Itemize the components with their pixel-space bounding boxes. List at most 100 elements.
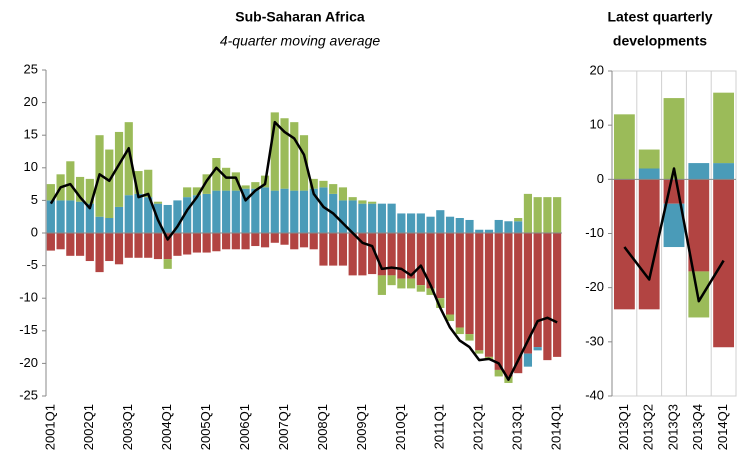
bar-segment xyxy=(368,233,377,275)
bar-segment xyxy=(153,233,163,260)
bar-segment xyxy=(153,201,163,204)
bar-segment xyxy=(124,122,133,196)
bar-segment xyxy=(523,353,533,367)
bar-segment xyxy=(85,178,94,204)
x-tick-label: 2007Q1 xyxy=(276,404,291,450)
bar-segment xyxy=(319,180,328,188)
bar-segment xyxy=(163,233,172,260)
bar-segment xyxy=(484,233,494,357)
y-tick-label: 10 xyxy=(24,159,38,174)
bar-segment xyxy=(407,278,416,289)
bar-segment xyxy=(543,233,552,361)
bar-segment xyxy=(56,233,65,250)
x-tick-label: 2006Q1 xyxy=(237,404,252,450)
x-tick-label: 2013Q1 xyxy=(510,404,525,450)
bar-segment xyxy=(436,233,445,299)
bar-segment xyxy=(202,233,211,253)
x-tick-label: 2003Q1 xyxy=(120,404,135,450)
y-tick-label: -10 xyxy=(19,290,38,305)
y-tick-label: 10 xyxy=(590,117,604,132)
x-tick-label: 2013Q4 xyxy=(690,404,705,450)
bar-segment xyxy=(231,190,240,233)
bar-segment xyxy=(397,278,406,289)
bar-segment xyxy=(134,233,143,258)
bar-segment xyxy=(134,171,143,194)
bar-segment xyxy=(348,197,357,201)
bar-segment xyxy=(445,314,455,322)
bar-segment xyxy=(416,213,425,233)
bar-segment xyxy=(192,187,201,196)
bar-segment xyxy=(270,112,279,191)
bar-segment xyxy=(426,233,435,289)
bar-segment xyxy=(426,288,435,295)
bar-segment xyxy=(192,233,201,253)
bar-segment xyxy=(638,149,660,169)
bar-segment xyxy=(663,98,685,180)
bar-segment xyxy=(475,229,484,233)
bar-segment xyxy=(523,193,533,233)
bar-segment xyxy=(338,187,348,201)
bar-segment xyxy=(348,233,357,276)
bar-segment xyxy=(46,184,55,201)
bar-segment xyxy=(688,163,710,180)
chart-title: developments xyxy=(613,33,707,49)
bar-segment xyxy=(514,218,523,222)
bar-segment xyxy=(105,218,114,233)
bar-segment xyxy=(144,233,153,258)
bar-segment xyxy=(75,201,85,233)
bar-segment xyxy=(95,216,104,233)
bar-segment xyxy=(46,233,55,251)
bar-segment xyxy=(231,233,240,250)
bar-segment xyxy=(222,233,231,250)
x-tick-label: 2001Q1 xyxy=(42,404,57,450)
bar-segment xyxy=(613,114,635,180)
x-tick-label: 2009Q1 xyxy=(354,404,369,450)
bar-segment xyxy=(663,203,685,248)
y-tick-label: -20 xyxy=(19,355,38,370)
y-tick-label: -40 xyxy=(585,387,604,402)
bar-segment xyxy=(105,233,114,262)
bar-segment xyxy=(212,158,221,191)
bar-segment xyxy=(407,213,416,233)
bar-segment xyxy=(445,233,455,315)
bar-segment xyxy=(533,233,542,348)
bar-segment xyxy=(124,195,133,233)
bar-segment xyxy=(455,327,464,335)
bar-segment xyxy=(688,179,710,272)
bar-segment xyxy=(713,179,735,348)
x-tick-label: 2013Q3 xyxy=(665,404,680,450)
line xyxy=(623,167,725,303)
bar-segment xyxy=(212,233,221,252)
bar-segment xyxy=(299,233,309,248)
bar-segment xyxy=(299,190,309,233)
bar-segment xyxy=(319,233,328,266)
x-tick-label: 2005Q1 xyxy=(198,404,213,450)
x-tick-label: 2011Q1 xyxy=(432,404,447,449)
bar-segment xyxy=(270,190,279,233)
bar-segment xyxy=(713,163,735,180)
bar-segment xyxy=(114,131,124,207)
x-tick-label: 2012Q1 xyxy=(471,404,486,450)
bar-segment xyxy=(338,233,348,266)
bar-segment xyxy=(270,233,279,243)
bar-segment xyxy=(202,174,211,194)
bar-segment xyxy=(251,233,260,247)
bar-segment xyxy=(377,233,386,276)
y-tick-label: -10 xyxy=(585,225,604,240)
bar-segment xyxy=(613,179,635,310)
bar-segment xyxy=(95,233,104,273)
bar-segment xyxy=(280,118,289,189)
bar-segment xyxy=(66,200,75,233)
y-tick-label: 20 xyxy=(24,94,38,109)
bar-segment xyxy=(280,233,289,245)
bar-segment xyxy=(523,233,533,354)
x-tick-label: 2014Q1 xyxy=(715,404,730,450)
bar-segment xyxy=(46,200,55,233)
bar-segment xyxy=(231,172,240,191)
x-tick-label: 2013Q2 xyxy=(641,404,656,450)
bar-segment xyxy=(455,218,464,233)
bar-segment xyxy=(290,233,299,250)
bar-segment xyxy=(124,233,133,258)
bar-segment xyxy=(85,233,94,262)
